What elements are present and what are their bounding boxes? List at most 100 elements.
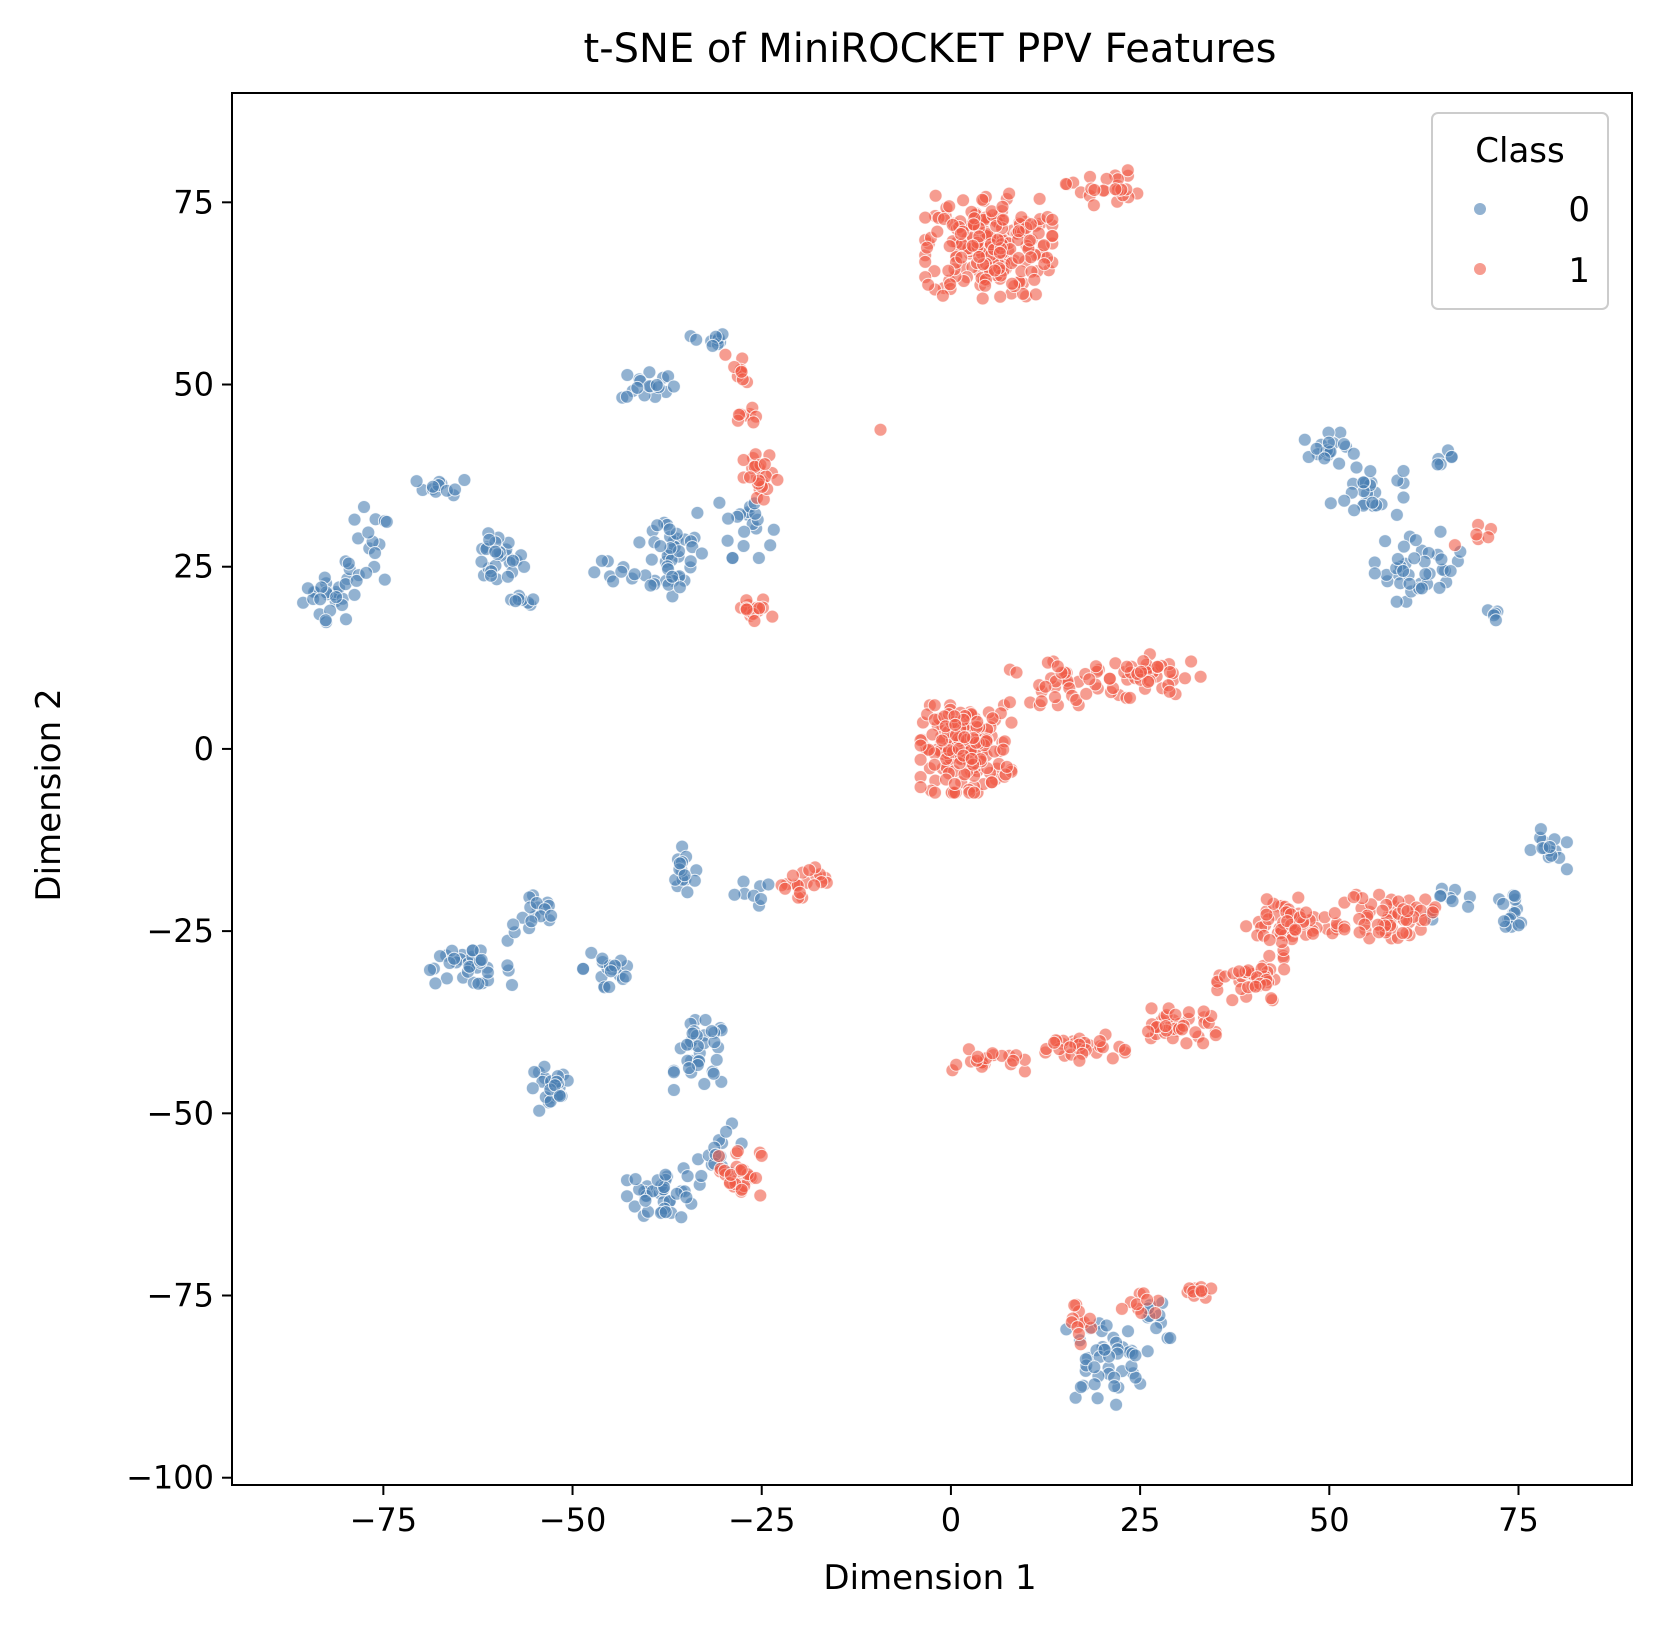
data-point-class-1 [1006,1053,1021,1068]
data-point-class-0 [649,378,664,392]
legend-box [1431,112,1609,310]
data-point-class-1 [778,881,793,896]
data-point-class-1 [930,224,945,239]
data-point-class-1 [1087,183,1102,197]
data-point-class-1 [746,415,761,430]
data-point-class-0 [1097,1342,1112,1357]
data-point-class-1 [942,199,957,214]
data-point-class-0 [544,908,559,923]
data-point-class-0 [642,365,657,380]
data-point-class-1 [1306,926,1320,941]
data-point-class-0 [690,505,705,520]
data-point-class-1 [1045,212,1060,227]
data-point-class-0 [736,874,751,889]
data-point-class-0 [1559,862,1574,877]
data-point-class-0 [1337,437,1351,452]
data-point-class-1 [992,245,1007,260]
data-point-class-1 [736,453,751,467]
data-point-class-0 [1389,594,1404,609]
data-point-class-1 [920,240,934,255]
legend: Class 0 1 [1431,112,1609,310]
data-point-class-1 [757,457,772,472]
data-point-class-1 [1469,527,1484,542]
data-point-class-1 [972,249,987,264]
data-point-class-1 [1134,664,1148,679]
data-point-class-1 [1071,1327,1086,1341]
data-point-class-0 [1430,457,1445,472]
data-point-class-0 [1433,524,1448,539]
data-point-class-0 [662,522,677,537]
data-point-class-0 [1396,464,1411,478]
data-point-class-0 [349,573,364,588]
data-point-class-0 [508,594,523,609]
data-point-class-1 [1372,887,1387,902]
data-point-class-1 [1058,177,1073,191]
data-point-class-0 [766,522,781,537]
data-point-class-1 [1105,1051,1120,1066]
data-point-class-0 [680,1169,695,1184]
data-point-class-1 [1004,715,1019,730]
data-point-class-0 [751,551,766,565]
data-point-class-1 [752,601,767,616]
data-point-class-0 [628,1172,643,1187]
data-point-class-0 [1128,1348,1143,1363]
data-point-class-1 [1123,690,1137,705]
data-point-class-0 [666,1065,681,1080]
data-point-class-1 [1425,905,1440,920]
data-point-class-0 [433,949,447,964]
data-point-class-1 [1291,890,1306,905]
data-point-class-0 [650,518,665,533]
data-point-class-1 [747,614,762,628]
data-point-class-1 [1086,198,1101,213]
data-point-class-0 [428,976,443,991]
data-point-class-1 [1114,1301,1129,1316]
data-point-class-0 [638,1193,653,1208]
data-point-class-1 [1148,1306,1163,1320]
data-point-class-1 [949,1057,964,1072]
x-tick-label: 0 [941,1501,961,1539]
data-point-class-1 [1011,251,1026,265]
data-point-class-0 [763,538,778,553]
data-point-class-1 [1002,695,1017,710]
data-point-class-1 [1011,224,1026,239]
data-point-class-0 [587,565,602,580]
y-tick-label: −100 [126,1459,214,1497]
data-point-class-1 [966,217,981,232]
data-point-class-0 [314,580,329,595]
data-point-class-1 [1179,1036,1194,1051]
data-point-class-0 [683,554,698,569]
data-point-class-0 [1396,490,1411,505]
data-point-class-0 [1507,889,1522,903]
data-point-class-0 [1533,822,1548,837]
data-point-class-0 [665,569,680,584]
data-point-class-0 [1347,503,1362,518]
data-point-class-1 [1168,1007,1183,1022]
data-point-class-1 [792,885,807,900]
y-tick-label: 75 [173,183,214,221]
data-point-class-0 [1389,507,1404,522]
data-point-class-1 [996,212,1011,227]
y-axis-ticks: −100 −75 −50 −25 0 25 50 75 [126,183,232,1497]
data-point-class-1 [964,751,979,766]
data-point-class-1 [1395,926,1410,940]
data-point-class-1 [953,227,968,241]
points-layer [296,163,1574,1412]
data-point-class-1 [996,742,1011,757]
data-point-class-0 [761,877,776,892]
data-point-class-1 [765,609,780,624]
data-point-class-0 [1497,914,1511,929]
data-point-class-1 [1082,672,1097,687]
data-point-class-0 [500,958,515,973]
data-point-class-0 [576,961,591,976]
data-point-class-1 [1181,1005,1196,1020]
data-point-class-1 [1079,686,1094,701]
data-point-class-1 [1208,1028,1223,1043]
data-point-class-0 [658,1167,673,1182]
data-point-class-0 [377,572,392,587]
data-point-class-0 [329,590,344,605]
data-point-class-0 [1321,435,1336,450]
data-point-class-1 [1118,1042,1132,1057]
data-point-class-0 [1317,451,1332,466]
data-point-class-0 [1496,896,1511,911]
